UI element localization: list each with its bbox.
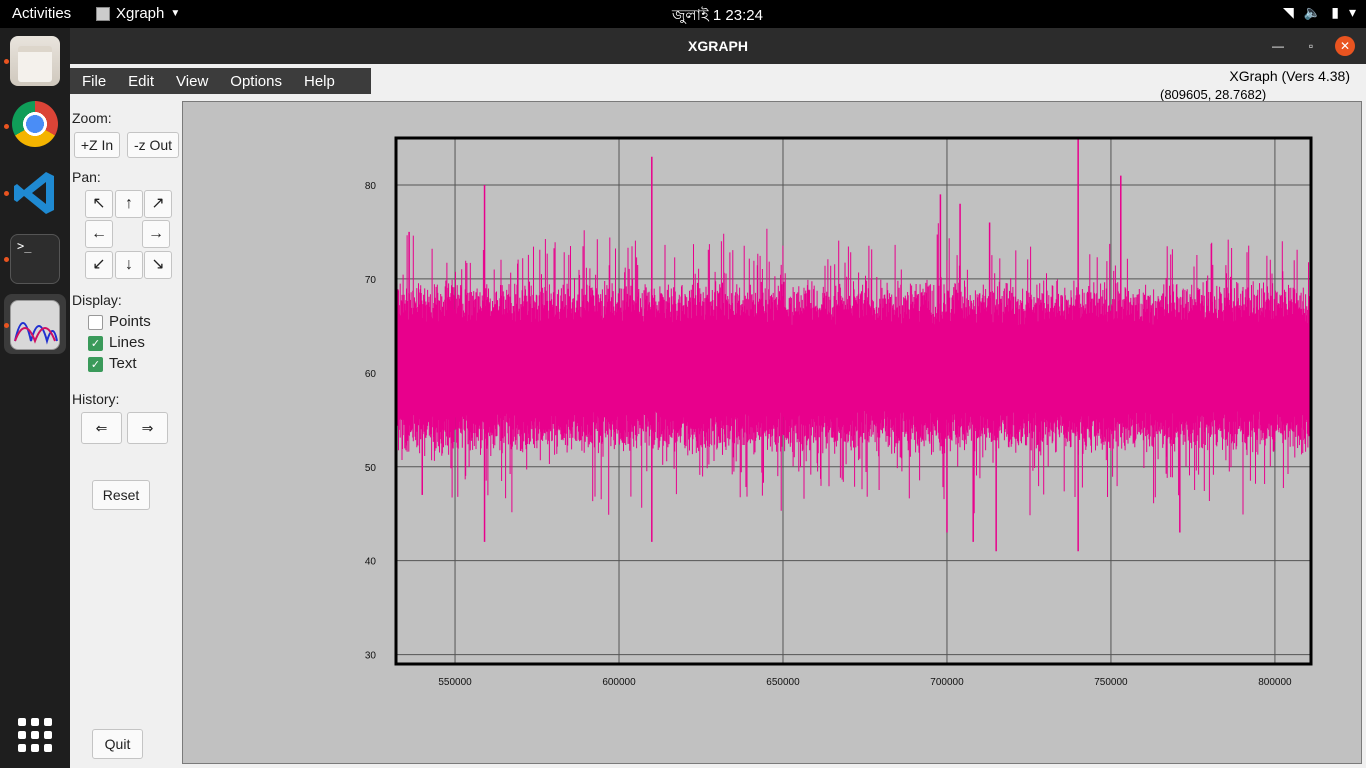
running-indicator xyxy=(4,124,9,129)
y-tick-label: 40 xyxy=(365,557,377,568)
zoom-label: Zoom: xyxy=(72,110,112,126)
xgraph-app-icon[interactable] xyxy=(10,300,60,350)
data-series-band xyxy=(397,325,1310,411)
running-indicator xyxy=(4,59,9,64)
history-label: History: xyxy=(72,391,120,407)
text-checkbox[interactable]: ✓ xyxy=(88,357,103,372)
app-menu[interactable]: Xgraph ▼ xyxy=(96,5,180,22)
title-bar[interactable]: XGRAPH — ▫ ✕ xyxy=(70,28,1366,64)
pan-up-left-icon[interactable]: ↖ xyxy=(85,190,113,218)
menu-edit[interactable]: Edit xyxy=(128,72,155,90)
history-forward-icon[interactable]: ⇒ xyxy=(127,412,168,444)
quit-button[interactable]: Quit xyxy=(92,729,143,759)
files-app-icon[interactable] xyxy=(10,36,60,86)
pan-label: Pan: xyxy=(72,169,101,185)
close-icon[interactable]: ✕ xyxy=(1335,36,1355,56)
pan-right-icon[interactable]: → xyxy=(142,220,170,248)
volume-icon: 🔈 xyxy=(1303,4,1322,20)
version-label: XGraph (Vers 4.38) xyxy=(1229,68,1350,84)
window-title: XGRAPH xyxy=(688,38,748,54)
x-tick-label: 800000 xyxy=(1258,677,1292,688)
vscode-app-icon[interactable] xyxy=(10,168,60,218)
top-bar: Activities Xgraph ▼ জুলাই 1 23:24 ◥ 🔈 ▮ … xyxy=(0,0,1366,28)
y-tick-label: 30 xyxy=(365,651,377,662)
battery-icon: ▮ xyxy=(1331,4,1339,20)
running-indicator xyxy=(4,323,9,328)
lines-checkbox[interactable]: ✓ xyxy=(88,336,103,351)
system-tray[interactable]: ◥ 🔈 ▮ ▾ xyxy=(1283,4,1356,21)
pan-down-left-icon[interactable]: ↙ xyxy=(85,251,113,279)
y-tick-label: 70 xyxy=(365,275,377,286)
y-tick-label: 60 xyxy=(365,369,377,380)
x-tick-label: 550000 xyxy=(438,677,472,688)
minimize-icon[interactable]: — xyxy=(1272,39,1284,53)
pan-down-icon[interactable]: ↓ xyxy=(115,251,143,279)
x-tick-label: 700000 xyxy=(930,677,964,688)
points-label: Points xyxy=(109,313,151,330)
running-indicator xyxy=(4,191,9,196)
zoom-in-button[interactable]: +Z In xyxy=(74,132,120,158)
running-indicator xyxy=(4,257,9,262)
xgraph-app-icon xyxy=(96,6,110,21)
pan-up-right-icon[interactable]: ↗ xyxy=(144,190,172,218)
wifi-icon: ◥ xyxy=(1283,4,1294,20)
menu-options[interactable]: Options xyxy=(230,72,282,90)
dock: >_ xyxy=(0,28,70,768)
pan-up-icon[interactable]: ↑ xyxy=(115,190,143,218)
pan-left-icon[interactable]: ← xyxy=(85,220,113,248)
terminal-app-icon[interactable]: >_ xyxy=(10,234,60,284)
x-tick-label: 600000 xyxy=(602,677,636,688)
points-checkbox[interactable] xyxy=(88,315,103,330)
text-label: Text xyxy=(109,355,137,372)
reset-button[interactable]: Reset xyxy=(92,480,150,510)
app-name: Xgraph xyxy=(116,5,165,22)
x-tick-label: 750000 xyxy=(1094,677,1128,688)
chevron-down-icon: ▾ xyxy=(1348,4,1356,20)
menu-view[interactable]: View xyxy=(176,72,209,90)
history-back-icon[interactable]: ⇐ xyxy=(81,412,122,444)
maximize-icon[interactable]: ▫ xyxy=(1308,39,1314,53)
zoom-out-button[interactable]: -z Out xyxy=(127,132,179,158)
chrome-app-icon[interactable] xyxy=(12,101,58,147)
pan-down-right-icon[interactable]: ↘ xyxy=(144,251,172,279)
control-panel: Zoom: +Z In -z Out Pan: ↖ ↑ ↗ ← → ↙ ↓ ↘ … xyxy=(70,102,182,768)
chevron-down-icon: ▼ xyxy=(170,8,181,19)
plot-frame xyxy=(394,136,1313,666)
y-tick-label: 50 xyxy=(365,463,377,474)
activities-button[interactable]: Activities xyxy=(12,5,72,22)
y-tick-label: 80 xyxy=(365,181,377,192)
x-tick-label: 650000 xyxy=(766,677,800,688)
xgraph-window: XGRAPH — ▫ ✕ File Edit View Options Help… xyxy=(70,28,1366,768)
show-apps-icon[interactable] xyxy=(18,718,52,752)
display-label: Display: xyxy=(72,292,122,308)
line-chart: 550000 600000 650000 700000 750000 800000 30 40… xyxy=(365,136,1313,688)
cursor-coords: (809605, 28.7682) xyxy=(1160,87,1267,101)
menu-file[interactable]: File xyxy=(82,72,107,90)
lines-label: Lines xyxy=(109,334,145,351)
plot-area[interactable]: 550000 600000 650000 700000 750000 800000 30 40… xyxy=(182,101,1362,764)
clock[interactable]: জুলাই 1 23:24 xyxy=(672,7,763,24)
menu-bar: File Edit View Options Help xyxy=(70,68,371,94)
menu-help[interactable]: Help xyxy=(303,72,335,90)
